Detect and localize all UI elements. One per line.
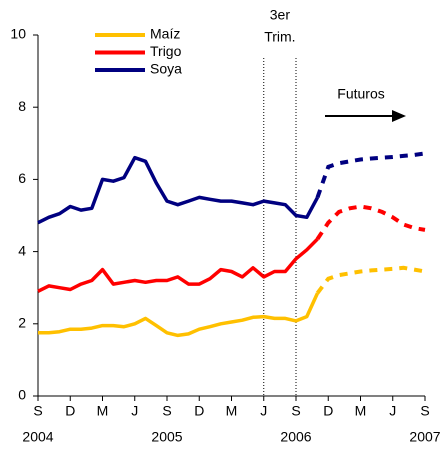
x-tick-label: J [389, 403, 396, 419]
forecast-line [315, 265, 426, 295]
series-line [37, 155, 320, 225]
futures-arrowhead [392, 110, 406, 122]
y-tick-label: 8 [18, 98, 26, 114]
x-tick-label: S [291, 403, 300, 419]
series-line [38, 292, 320, 338]
forecast-line [315, 204, 426, 241]
x-tick-label: J [260, 403, 267, 419]
series-line [37, 237, 319, 293]
futures-label: Futuros [337, 86, 384, 102]
x-tick-label: J [131, 403, 138, 419]
legend-label: Maíz [150, 26, 180, 42]
year-label: 2005 [151, 429, 182, 445]
year-label: 2004 [22, 429, 53, 445]
x-tick-label: S [162, 403, 171, 419]
period-label: 3er [270, 7, 291, 23]
x-tick-label: S [33, 403, 42, 419]
x-tick-label: D [65, 403, 75, 419]
forecast-line [315, 151, 426, 199]
y-tick-label: 2 [18, 315, 26, 331]
x-tick-label: D [323, 403, 333, 419]
year-label: 2006 [280, 429, 311, 445]
y-tick-label: 10 [10, 26, 26, 42]
period-label: Trim. [264, 29, 295, 45]
year-label: 2007 [409, 429, 440, 445]
y-tick-label: 4 [18, 242, 26, 258]
y-tick-label: 6 [18, 170, 26, 186]
x-tick-label: M [97, 403, 109, 419]
legend-label: Trigo [150, 43, 182, 59]
x-tick-label: M [226, 403, 238, 419]
y-tick-label: 0 [18, 387, 26, 403]
x-tick-label: D [194, 403, 204, 419]
legend-label: Soya [150, 61, 182, 77]
x-tick-label: S [420, 403, 429, 419]
x-tick-label: M [355, 403, 367, 419]
